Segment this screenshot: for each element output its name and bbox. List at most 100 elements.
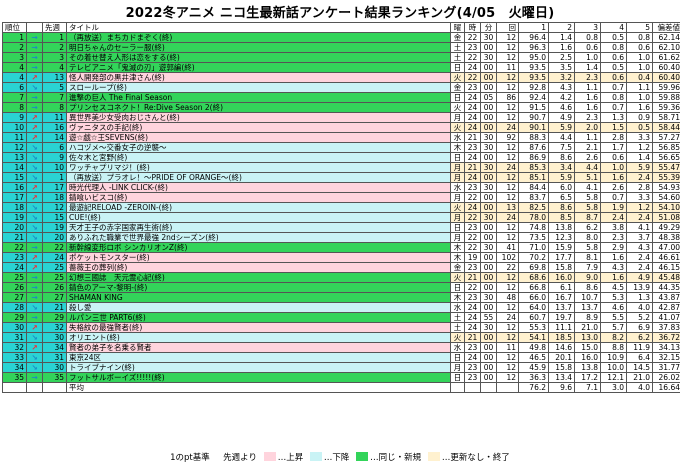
- vote2-cell: 4.2: [548, 92, 575, 103]
- prev-rank-cell: 16: [42, 122, 67, 133]
- count-cell: 12: [496, 272, 519, 283]
- hour-cell: 24: [464, 302, 481, 313]
- table-row: 21 ↘ 20 ありふれた職業で世界最強 2ndシーズン(終) 月 22 00 12 73.5 1…: [2, 232, 680, 243]
- minute-cell: 00: [480, 82, 497, 93]
- table-row: 19 ↘ 15 CUE!(終) 月 22 30 24 78.0 8.5 8.7 2.4 2.4 51.08: [2, 212, 680, 223]
- header-score: 偏差値: [652, 22, 680, 33]
- count-cell: 41: [496, 242, 519, 253]
- vote5-cell: 1.6: [626, 102, 653, 113]
- table-row: 27 → 27 SHAMAN KING 木 23 30 48 66.0 16.7 10.7 5.3 1.…: [2, 292, 680, 303]
- vote4-cell: 0.6: [600, 52, 627, 63]
- prev-rank-cell: 1: [42, 172, 67, 183]
- header-hour: 時: [464, 22, 481, 33]
- minute-cell: 00: [480, 262, 497, 273]
- vote2-cell: 3.2: [548, 72, 575, 83]
- vote1-cell: 87.6: [518, 142, 549, 153]
- table-row: 15 ↘ 1 （再放送）プラオレ！～PRIDE OF ORANGE～(終) 月 24 00 1…: [2, 172, 680, 183]
- day-cell: 火: [450, 202, 465, 213]
- avg-blank-prev: [42, 382, 67, 393]
- vote3-cell: 5.8: [574, 192, 601, 203]
- vote5-cell: 0.6: [626, 42, 653, 53]
- vote4-cell: 0.7: [600, 102, 627, 113]
- day-cell: 月: [450, 212, 465, 223]
- trend-arrow: →: [26, 282, 43, 293]
- vote1-cell: 85.1: [518, 172, 549, 183]
- day-cell: 月: [450, 162, 465, 173]
- vote3-cell: 21.0: [574, 322, 601, 333]
- hour-cell: 24: [464, 322, 481, 333]
- score-cell: 47.00: [652, 242, 680, 253]
- vote2-cell: 13.4: [548, 372, 575, 383]
- vote2-cell: 15.8: [548, 362, 575, 373]
- vote4-cell: 5.7: [600, 322, 627, 333]
- title-cell: 失格紋の最強賢者(終): [66, 322, 451, 333]
- vote3-cell: 1.0: [574, 52, 601, 63]
- table-row: 31 ↘ 30 オリエント(終) 火 21 00 12 54.1 18.5 13.0 8.2 6.2 36…: [2, 332, 680, 343]
- vote1-cell: 91.5: [518, 102, 549, 113]
- count-cell: 48: [496, 292, 519, 303]
- hour-cell: 22: [464, 192, 481, 203]
- title-cell: フットサルボーイズ!!!!!(終): [66, 372, 451, 383]
- vote2-cell: 13.7: [548, 302, 575, 313]
- rank-cell: 3: [2, 52, 27, 63]
- prev-rank-cell: 27: [42, 292, 67, 303]
- vote1-cell: 70.2: [518, 252, 549, 263]
- vote1-cell: 88.3: [518, 132, 549, 143]
- vote4-cell: 1.5: [600, 122, 627, 133]
- rank-cell: 25: [2, 272, 27, 283]
- day-cell: 月: [450, 232, 465, 243]
- vote2-cell: 11.1: [548, 322, 575, 333]
- avg-blank-day: [450, 382, 465, 393]
- score-cell: 31.77: [652, 362, 680, 373]
- trend-arrow: ↗: [26, 182, 43, 193]
- ranking-table: 順位 先週 タイトル 曜 時 分 回 1 2 3 4 5 偏差値 1 → 1 （再放送…: [2, 22, 680, 393]
- vote1-cell: 54.1: [518, 332, 549, 343]
- count-cell: 92: [496, 132, 519, 143]
- prev-rank-cell: 10: [42, 162, 67, 173]
- day-cell: 木: [450, 242, 465, 253]
- vote1-cell: 69.8: [518, 262, 549, 273]
- minute-cell: 30: [480, 292, 497, 303]
- hour-cell: 19: [464, 252, 481, 263]
- count-cell: 24: [496, 212, 519, 223]
- title-cell: ありふれた職業で世界最強 2ndシーズン(終): [66, 232, 451, 243]
- vote5-cell: 2.4: [626, 262, 653, 273]
- count-cell: 12: [496, 102, 519, 113]
- rank-cell: 35: [2, 372, 27, 383]
- rank-cell: 4: [2, 62, 27, 73]
- vote3-cell: 1.4: [574, 62, 601, 73]
- prev-rank-cell: 35: [42, 372, 67, 383]
- day-cell: 金: [450, 82, 465, 93]
- count-cell: 11: [496, 62, 519, 73]
- vote5-cell: 1.0: [626, 92, 653, 103]
- trend-arrow: ↗: [26, 322, 43, 333]
- score-cell: 43.87: [652, 292, 680, 303]
- count-cell: 12: [496, 52, 519, 63]
- vote5-cell: 6.9: [626, 322, 653, 333]
- hour-cell: 24: [464, 92, 481, 103]
- vote2-cell: 5.9: [548, 122, 575, 133]
- vote4-cell: 0.8: [600, 92, 627, 103]
- score-cell: 54.60: [652, 192, 680, 203]
- rank-cell: 12: [2, 142, 27, 153]
- rank-cell: 22: [2, 242, 27, 253]
- hour-cell: 22: [464, 232, 481, 243]
- score-cell: 54.10: [652, 202, 680, 213]
- day-cell: 土: [450, 52, 465, 63]
- trend-arrow: ↘: [26, 172, 43, 183]
- table-row: 28 ↘ 21 殺し愛水 24 00 12 64.0 13.7 13.7 4.6 4.0 42.87: [2, 302, 680, 313]
- minute-cell: 00: [480, 172, 497, 183]
- day-cell: 月: [450, 172, 465, 183]
- vote2-cell: 8.5: [548, 212, 575, 223]
- hour-cell: 23: [464, 182, 481, 193]
- vote1-cell: 85.3: [518, 162, 549, 173]
- trend-arrow: ↘: [26, 302, 43, 313]
- vote5-cell: 4.1: [626, 222, 653, 233]
- vote2-cell: 6.0: [548, 182, 575, 193]
- score-cell: 46.61: [652, 252, 680, 263]
- vote2-cell: 14.6: [548, 342, 575, 353]
- rank-cell: 29: [2, 312, 27, 323]
- vote3-cell: 4.4: [574, 162, 601, 173]
- vote2-cell: 15.9: [548, 242, 575, 253]
- score-cell: 62.10: [652, 42, 680, 53]
